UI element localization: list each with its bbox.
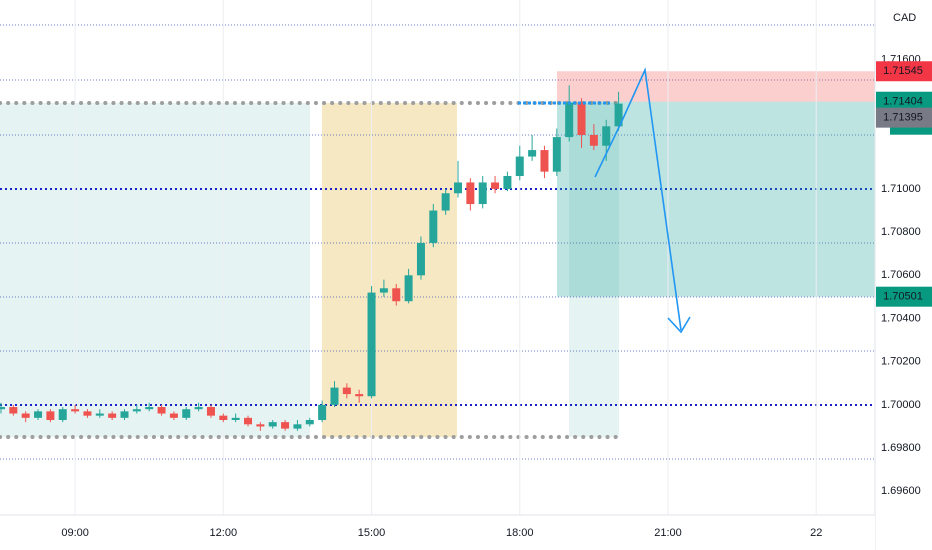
y-tick-label: 1.70000 bbox=[881, 399, 921, 411]
x-tick-label: 15:00 bbox=[358, 527, 386, 539]
candle-body bbox=[318, 404, 327, 420]
candle-body bbox=[182, 409, 191, 418]
candle-body bbox=[355, 394, 364, 397]
x-tick-label: 18:00 bbox=[506, 527, 534, 539]
price-axis bbox=[875, 0, 932, 550]
candle-body bbox=[95, 413, 104, 416]
x-tick-label: 22 bbox=[810, 527, 822, 539]
y-tick-label: 1.70600 bbox=[881, 269, 921, 281]
candle-body bbox=[194, 407, 203, 410]
candle-body bbox=[454, 182, 463, 194]
candle-body bbox=[491, 182, 500, 189]
candle-body bbox=[71, 409, 80, 412]
candle-body bbox=[0, 407, 5, 410]
candle-body bbox=[392, 288, 401, 302]
stop-zone bbox=[557, 71, 875, 102]
target-tag bbox=[876, 286, 932, 307]
range-zone bbox=[569, 103, 619, 437]
entry-tag-label: 1.71404 bbox=[883, 96, 923, 108]
candle-body bbox=[379, 288, 388, 293]
candle-body bbox=[132, 409, 141, 412]
y-tick-label: 1.69800 bbox=[881, 442, 921, 454]
x-tick-label: 21:00 bbox=[654, 527, 682, 539]
candle-body bbox=[577, 102, 586, 135]
levels bbox=[0, 24, 875, 460]
y-tick-label: 1.69600 bbox=[881, 485, 921, 497]
candle-body bbox=[466, 182, 475, 205]
candle-body bbox=[367, 292, 376, 397]
candle-body bbox=[515, 156, 524, 176]
target-tag-label: 1.70501 bbox=[883, 291, 923, 303]
axes: 1.69600 1.69800 1.70000 1.70200 1.70400 1.706… bbox=[61, 53, 932, 539]
candle-body bbox=[169, 413, 178, 418]
candle-body bbox=[9, 407, 18, 414]
time-axis bbox=[0, 515, 875, 550]
candle-body bbox=[614, 103, 623, 127]
candle-body bbox=[34, 411, 43, 418]
last-price-tag bbox=[876, 107, 932, 128]
x-tick-label: 12:00 bbox=[210, 527, 238, 539]
range-zone bbox=[0, 103, 310, 437]
y-tick-label: 1.70400 bbox=[881, 312, 921, 324]
stop-tag bbox=[876, 61, 932, 82]
candle-body bbox=[244, 417, 253, 425]
candle-body bbox=[478, 182, 487, 205]
session-zone bbox=[322, 103, 457, 437]
candle-body bbox=[108, 413, 117, 418]
candle-body bbox=[589, 134, 598, 146]
candle-body bbox=[540, 150, 549, 172]
candle-body bbox=[256, 424, 265, 427]
candle-body bbox=[404, 275, 413, 302]
entry-tag bbox=[876, 91, 932, 112]
projection-arrow bbox=[594, 67, 682, 331]
y-tick-label: 1.70800 bbox=[881, 226, 921, 238]
candle-body bbox=[429, 210, 438, 243]
stop-tag-label: 1.71545 bbox=[883, 65, 923, 77]
candle-body bbox=[219, 415, 228, 420]
projection bbox=[518, 67, 691, 334]
candle-body bbox=[565, 102, 574, 138]
candles bbox=[0, 85, 623, 431]
candle-body bbox=[503, 175, 512, 189]
candle-body bbox=[528, 150, 537, 157]
candle-body bbox=[330, 387, 339, 405]
candle-body bbox=[83, 411, 92, 416]
candle-body bbox=[602, 126, 611, 146]
y-tick-label: 1.71600 bbox=[881, 53, 921, 65]
candle-body bbox=[157, 407, 166, 414]
last-price-label: 1.71395 bbox=[883, 112, 923, 124]
candle-body bbox=[231, 417, 240, 420]
candle-body bbox=[293, 424, 302, 429]
arrow-head bbox=[667, 316, 691, 334]
position-tool bbox=[557, 71, 875, 297]
candle-body bbox=[58, 409, 67, 420]
candle-body bbox=[281, 422, 290, 429]
currency-label: CAD bbox=[893, 12, 916, 24]
candle-body bbox=[305, 419, 314, 425]
y-tick-label: 1.71000 bbox=[881, 183, 921, 195]
x-tick-label: 09:00 bbox=[61, 527, 89, 539]
candle-body bbox=[441, 193, 450, 211]
y-tick-label: 1.70200 bbox=[881, 356, 921, 368]
candle-body bbox=[206, 407, 215, 416]
candle-body bbox=[46, 411, 55, 420]
candle-body bbox=[552, 137, 561, 172]
candle-body bbox=[268, 422, 277, 427]
candle-body bbox=[120, 411, 129, 418]
candle-body bbox=[21, 413, 30, 418]
candle-body bbox=[416, 242, 425, 276]
drawings bbox=[0, 24, 875, 460]
candle-body bbox=[145, 407, 154, 410]
candle-body bbox=[342, 387, 351, 395]
